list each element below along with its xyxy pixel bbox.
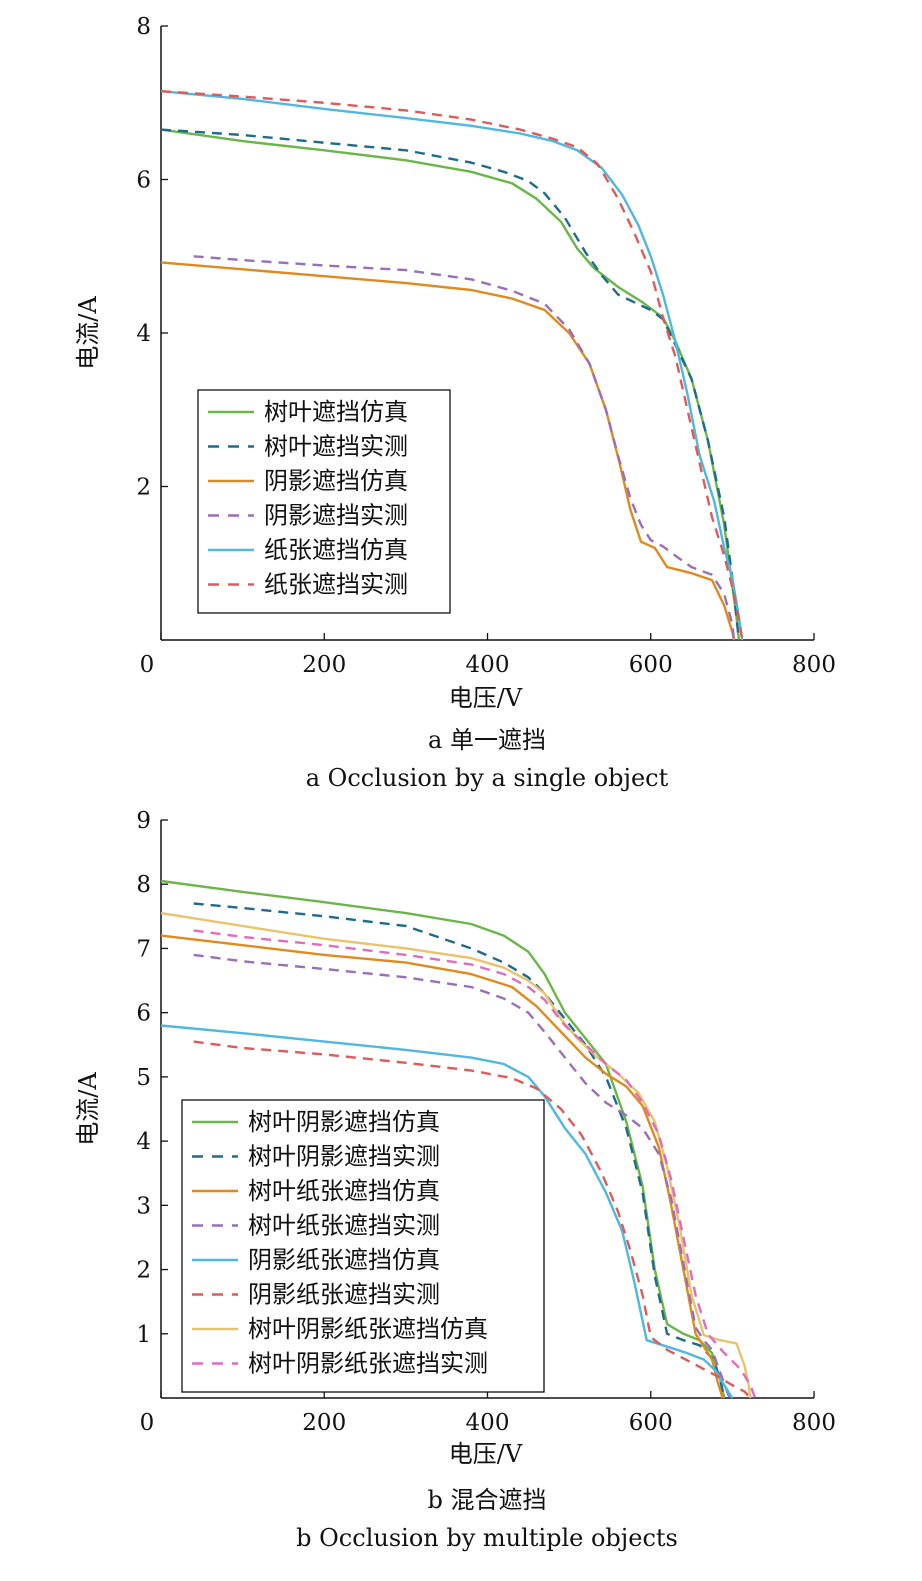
caption-en: a Occlusion by a single object bbox=[306, 764, 669, 792]
caption-en: b Occlusion by multiple objects bbox=[296, 1524, 678, 1552]
caption-zh: b 混合遮挡 bbox=[428, 1486, 547, 1514]
y-tick-label: 6 bbox=[136, 1001, 151, 1027]
x-tick-label: 600 bbox=[629, 1410, 673, 1436]
legend-label: 树叶遮挡仿真 bbox=[264, 398, 408, 426]
y-tick-label: 2 bbox=[136, 475, 151, 501]
x-tick-label: 800 bbox=[792, 652, 836, 678]
x-tick-label: 400 bbox=[466, 1410, 510, 1436]
legend-label: 树叶阴影纸张遮挡仿真 bbox=[248, 1315, 488, 1343]
y-tick-label: 6 bbox=[136, 168, 151, 194]
series-line-6 bbox=[193, 1040, 752, 1399]
y-axis-label: 电流/A bbox=[74, 1072, 102, 1146]
legend-label: 阴影遮挡实测 bbox=[264, 502, 408, 530]
series-line-5 bbox=[160, 1024, 734, 1399]
x-tick-label: 0 bbox=[140, 652, 155, 678]
legend-label: 阴影纸张遮挡实测 bbox=[248, 1281, 440, 1309]
series-line-3 bbox=[160, 261, 736, 641]
y-tick-label: 4 bbox=[136, 1129, 151, 1155]
x-axis-label: 电压/V bbox=[449, 684, 523, 712]
x-tick-label: 200 bbox=[302, 652, 346, 678]
legend-label: 树叶纸张遮挡仿真 bbox=[248, 1177, 440, 1205]
x-tick-label: 800 bbox=[792, 1410, 836, 1436]
legend-label: 阴影遮挡仿真 bbox=[264, 467, 408, 495]
legend-label: 树叶纸张遮挡实测 bbox=[248, 1212, 440, 1240]
series-line-2 bbox=[193, 902, 726, 1399]
legend-box bbox=[197, 389, 451, 614]
x-tick-label: 0 bbox=[140, 1410, 155, 1436]
y-tick-label: 5 bbox=[136, 1065, 151, 1091]
legend-label: 纸张遮挡实测 bbox=[264, 571, 408, 599]
legend-label: 树叶阴影遮挡仿真 bbox=[248, 1108, 440, 1136]
x-tick-label: 600 bbox=[629, 652, 673, 678]
caption-zh: a 单一遮挡 bbox=[428, 726, 546, 754]
legend-label: 树叶遮挡实测 bbox=[264, 433, 408, 461]
y-tick-label: 9 bbox=[136, 808, 151, 834]
legend-label: 树叶阴影遮挡实测 bbox=[248, 1143, 440, 1171]
chart-a: 0 200 400 600 800 2 4 6 8 电压/V 电流/A 树叶遮挡仿真树叶遮挡实测阴影遮… bbox=[74, 14, 836, 792]
x-tick-label: 400 bbox=[466, 652, 510, 678]
y-axis-label: 电流/A bbox=[74, 296, 102, 370]
x-axis-label: 电压/V bbox=[449, 1440, 523, 1468]
series-line-8 bbox=[193, 929, 757, 1399]
y-tick-label: 8 bbox=[136, 872, 151, 898]
y-tick-label: 4 bbox=[136, 321, 151, 347]
legend-label: 阴影纸张遮挡仿真 bbox=[248, 1246, 440, 1274]
y-tick-label: 3 bbox=[136, 1193, 151, 1219]
y-tick-label: 1 bbox=[136, 1322, 151, 1348]
series-line-2 bbox=[160, 128, 741, 641]
y-tick-label: 2 bbox=[136, 1258, 151, 1284]
legend-label: 树叶阴影纸张遮挡实测 bbox=[248, 1350, 488, 1378]
series-line-3 bbox=[160, 934, 724, 1399]
legend-label: 纸张遮挡仿真 bbox=[264, 536, 408, 564]
legend: 树叶阴影遮挡仿真树叶阴影遮挡实测树叶纸张遮挡仿真树叶纸张遮挡实测阴影纸张遮挡仿真… bbox=[181, 1099, 545, 1393]
series-line-5 bbox=[160, 90, 744, 641]
series-line-4 bbox=[193, 255, 736, 641]
series-line-4 bbox=[193, 953, 732, 1399]
y-tick-label: 8 bbox=[136, 14, 151, 40]
y-tick-label: 7 bbox=[136, 936, 151, 962]
series-line-1 bbox=[160, 128, 741, 641]
legend-box bbox=[181, 1099, 545, 1393]
x-tick-label: 200 bbox=[302, 1410, 346, 1436]
series-line-1 bbox=[160, 879, 726, 1399]
